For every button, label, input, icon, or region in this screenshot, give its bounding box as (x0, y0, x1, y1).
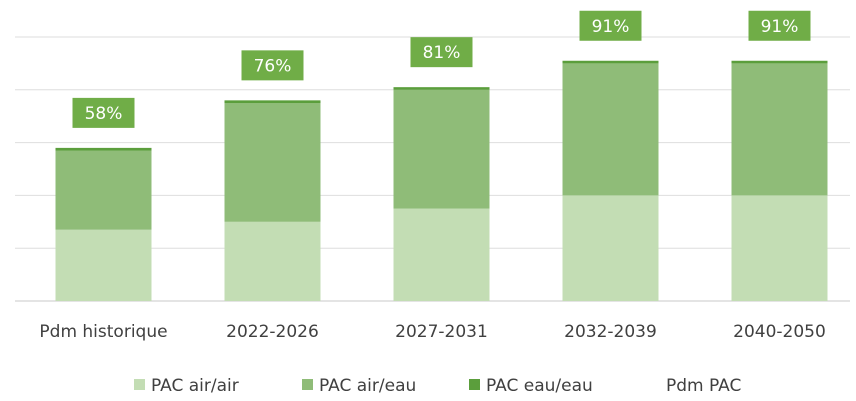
legend-swatch (134, 379, 145, 390)
bar-segment (731, 60, 828, 64)
legend-label: PAC air/eau (319, 376, 416, 396)
data-label: 91% (592, 17, 630, 37)
bar-segment (393, 208, 490, 301)
legend-label: PAC eau/eau (486, 376, 593, 396)
x-tick-label: 2022-2026 (226, 322, 319, 342)
bar-segment (731, 195, 828, 301)
data-label-box (410, 37, 473, 68)
data-label: 58% (85, 104, 123, 124)
bar-segment (55, 147, 152, 151)
bar-segment (731, 63, 828, 196)
x-tick-label: 2032-2039 (564, 322, 657, 342)
bar-segment (55, 150, 152, 230)
bar-segment (562, 60, 659, 64)
bar-segment (224, 103, 321, 222)
data-label-box (241, 50, 304, 81)
legend-label: PAC air/air (151, 376, 239, 396)
legend-swatch (469, 379, 480, 390)
bar-segment (224, 221, 321, 301)
bar-segment (562, 63, 659, 196)
bar-segment (393, 87, 490, 90)
bar-segment (224, 100, 321, 103)
data-label-box (579, 10, 642, 41)
data-label-box (72, 97, 135, 128)
bar-segment (55, 229, 152, 301)
bar-segment (393, 89, 490, 209)
legend-label: Pdm PAC (666, 376, 741, 396)
x-tick-label: 2027-2031 (395, 322, 488, 342)
bar-segment (562, 195, 659, 301)
data-label-box (748, 10, 811, 41)
x-tick-label: Pdm historique (39, 322, 167, 342)
legend-swatch (302, 379, 313, 390)
data-label: 76% (254, 56, 292, 76)
x-tick-label: 2040-2050 (733, 322, 826, 342)
data-label: 81% (423, 43, 461, 63)
data-label: 91% (761, 17, 799, 37)
